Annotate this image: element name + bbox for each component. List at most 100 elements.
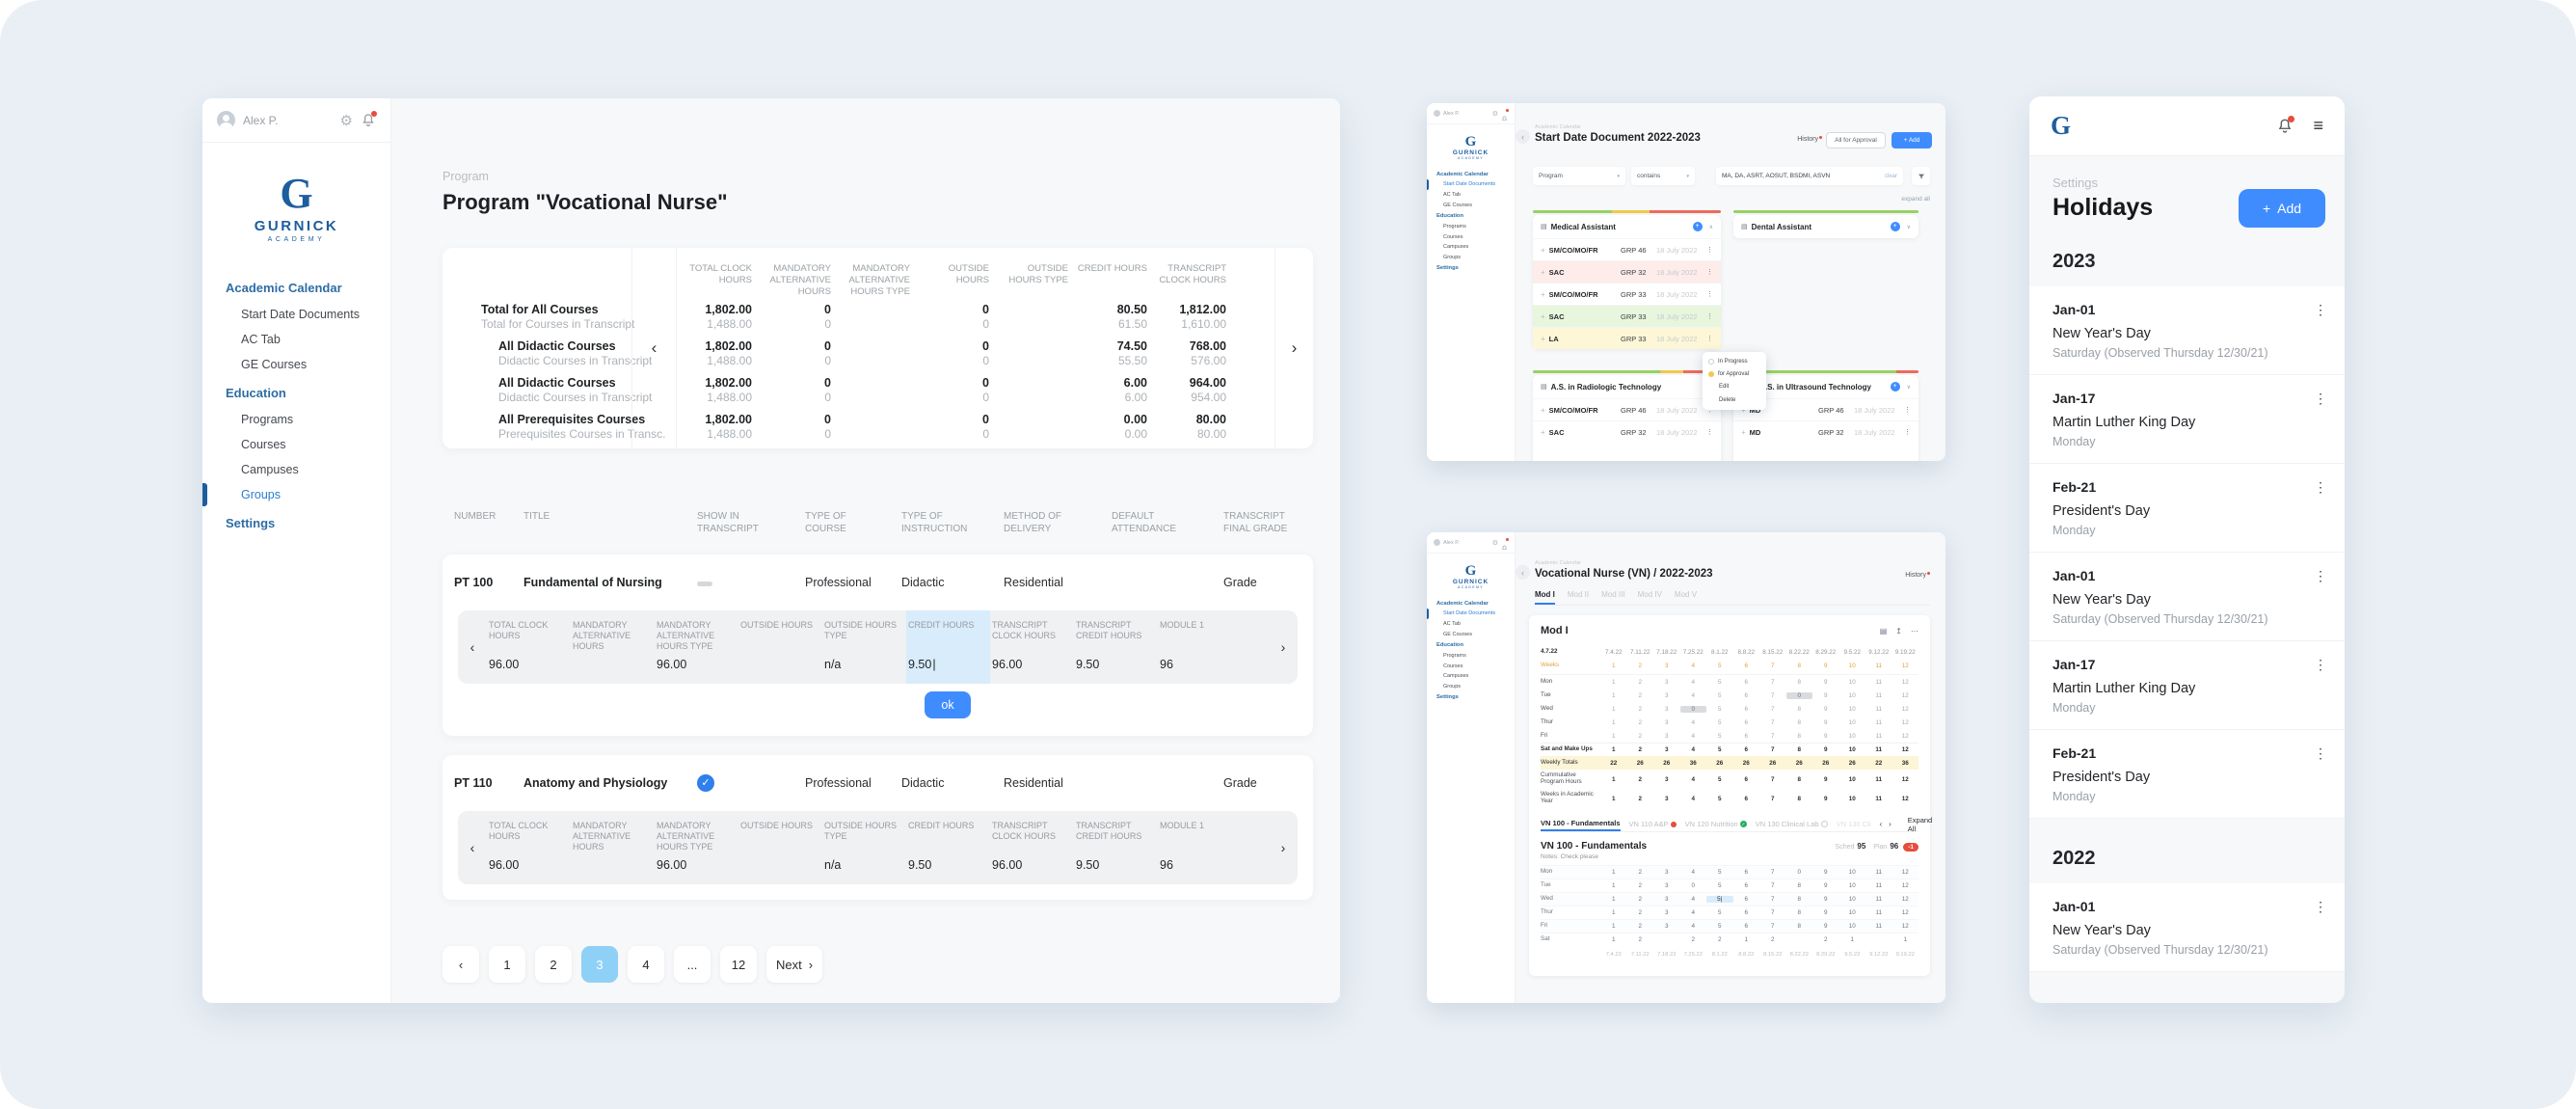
group-row[interactable]: + SAC GRP 32 18 July 2022 ⋮ xyxy=(1533,420,1721,443)
hours-cell[interactable]: 11 xyxy=(1875,678,1883,686)
hours-cell[interactable]: 5 xyxy=(1717,732,1722,740)
hours-cell[interactable]: 1 xyxy=(1611,678,1616,686)
hours-cell[interactable]: 1 xyxy=(1744,936,1748,943)
hours-cell[interactable]: 2 xyxy=(1638,869,1642,876)
hours-cell[interactable]: 12 xyxy=(1901,869,1909,876)
hours-cell[interactable]: 8 xyxy=(1797,718,1801,726)
user-name[interactable]: Alex P. xyxy=(243,113,279,127)
hours-cell[interactable]: 3 xyxy=(1664,705,1669,713)
expand-row-icon[interactable]: + xyxy=(1541,427,1545,437)
avatar[interactable] xyxy=(1434,110,1440,117)
sidebar-item[interactable]: Groups xyxy=(1443,255,1462,261)
hours-cell[interactable]: 2 xyxy=(1638,691,1642,699)
hours-cell[interactable]: 4 xyxy=(1691,869,1695,876)
hours-cell[interactable]: 3 xyxy=(1664,909,1669,916)
add-group-button[interactable]: + xyxy=(1890,222,1900,231)
all-for-approval-button[interactable]: All for Approval xyxy=(1826,132,1886,149)
hours-cell[interactable]: 2 xyxy=(1770,936,1775,943)
bell-icon[interactable] xyxy=(1501,538,1509,550)
expand-row-icon[interactable]: + xyxy=(1541,245,1545,255)
add-holiday-button[interactable]: + Add xyxy=(2239,189,2325,228)
filter-funnel-button[interactable] xyxy=(1912,167,1930,185)
add-group-button[interactable]: + xyxy=(1890,382,1900,392)
program-card-header[interactable]: ▤ Dental Assistant + ∨ xyxy=(1733,215,1919,238)
strip-column-value[interactable]: 96.00 xyxy=(657,858,687,872)
sidebar-item[interactable]: Programs xyxy=(1443,223,1466,230)
context-menu-item[interactable]: In Progress xyxy=(1703,355,1766,367)
hours-cell[interactable]: 7 xyxy=(1770,746,1775,753)
history-link[interactable]: History xyxy=(1905,572,1930,579)
hours-cell[interactable]: 10 xyxy=(1848,869,1856,876)
strip-scroll-right[interactable]: › xyxy=(1280,639,1286,655)
module-tab[interactable]: Mod V xyxy=(1674,590,1698,599)
avatar[interactable] xyxy=(217,111,235,129)
hours-cell[interactable]: 4 xyxy=(1691,746,1695,753)
hours-cell[interactable]: 2 xyxy=(1638,732,1642,740)
summary-scroll-left[interactable]: ‹ xyxy=(631,248,676,448)
strip-column[interactable]: MODULE 1 96 xyxy=(1158,610,1242,684)
pagination-page[interactable]: 12 xyxy=(720,946,757,983)
hours-cell[interactable]: 1 xyxy=(1611,909,1616,916)
hours-cell[interactable]: 6 xyxy=(1744,705,1748,713)
hours-cell[interactable]: 7 xyxy=(1770,732,1775,740)
hours-cell[interactable]: 10 xyxy=(1848,923,1856,930)
sidebar-item[interactable]: Campuses xyxy=(241,463,299,476)
hours-cell[interactable]: 4 xyxy=(1691,909,1695,916)
sidebar-item[interactable]: GE Courses xyxy=(241,358,308,371)
strip-column[interactable]: MANDATORY ALTERNATIVE HOURS TYPE 96.00 xyxy=(655,610,738,684)
hours-cell[interactable]: 11 xyxy=(1875,923,1883,930)
context-menu-item[interactable]: Delete xyxy=(1703,393,1766,407)
group-row[interactable]: + SAC GRP 32 18 July 2022 ⋮ xyxy=(1533,260,1721,283)
expand-row-icon[interactable]: + xyxy=(1541,311,1545,321)
hours-cell[interactable]: 6 xyxy=(1744,896,1748,903)
pagination-page[interactable]: 2 xyxy=(535,946,572,983)
hours-cell[interactable]: 11 xyxy=(1875,909,1883,916)
strip-column-value[interactable]: 96 xyxy=(1160,658,1173,671)
course-tab[interactable]: VN 100 - Fundamentals xyxy=(1541,817,1621,831)
hours-cell[interactable]: 3 xyxy=(1664,718,1669,726)
hours-cell[interactable]: 1 xyxy=(1611,705,1616,713)
program-card-header[interactable]: ▤ Medical Assistant + ∧ xyxy=(1533,215,1721,238)
sidebar-item[interactable]: Start Date Documents xyxy=(1427,179,1515,190)
kebab-icon[interactable]: ⋮ xyxy=(1706,313,1713,320)
hours-cell[interactable]: 12 xyxy=(1901,678,1909,686)
strip-column-value[interactable]: 96.00 xyxy=(489,858,520,872)
pagination-prev[interactable]: ‹ xyxy=(443,946,479,983)
back-button[interactable]: ‹ xyxy=(1516,129,1530,144)
hours-cell[interactable]: 10 xyxy=(1848,896,1856,903)
hours-cell[interactable]: 2 xyxy=(1638,909,1642,916)
nav-section-label[interactable]: Academic Calendar xyxy=(1436,172,1489,177)
hours-cell[interactable]: 12 xyxy=(1901,896,1909,903)
sidebar-item[interactable]: Courses xyxy=(1443,663,1463,669)
hours-cell[interactable]: 1 xyxy=(1611,732,1616,740)
hours-cell[interactable]: 10 xyxy=(1848,691,1856,699)
hours-cell[interactable]: 5 xyxy=(1717,705,1722,713)
hours-cell[interactable]: 3 xyxy=(1664,691,1669,699)
kebab-icon[interactable]: ⋮ xyxy=(1706,429,1713,436)
hours-cell[interactable]: 9 xyxy=(1823,678,1828,686)
kebab-icon[interactable]: ⋮ xyxy=(1706,291,1713,298)
group-row[interactable]: + SAC GRP 33 18 July 2022 ⋮ xyxy=(1533,305,1721,327)
hours-cell[interactable]: 11 xyxy=(1875,869,1883,876)
hours-cell[interactable]: 1 xyxy=(1611,936,1616,943)
more-icon[interactable]: ⋯ xyxy=(1911,626,1919,636)
strip-column[interactable]: TRANSCRIPT CLOCK HOURS 96.00 xyxy=(990,610,1074,684)
export-icon[interactable]: ↥ xyxy=(1895,626,1902,636)
hours-cell[interactable]: 2 xyxy=(1691,936,1695,943)
course-tab[interactable]: VN 130 Clinical Lab xyxy=(1756,817,1828,831)
hours-cell[interactable]: 10 xyxy=(1848,678,1856,686)
add-group-button[interactable]: + xyxy=(1692,222,1703,231)
hours-cell[interactable]: 3 xyxy=(1664,746,1669,753)
pagination-page[interactable]: 1 xyxy=(489,946,525,983)
gear-icon[interactable]: ⚙ xyxy=(1491,539,1498,547)
hours-cell[interactable]: 4 xyxy=(1691,718,1695,726)
hours-cell[interactable]: 8 xyxy=(1797,909,1801,916)
transcript-toggle[interactable] xyxy=(697,582,712,586)
module-tab[interactable]: Mod II xyxy=(1567,590,1590,599)
user-name[interactable]: Alex P. xyxy=(1443,539,1460,546)
hours-cell[interactable]: 1 xyxy=(1611,882,1616,889)
hours-cell[interactable]: 9 xyxy=(1823,882,1828,889)
hours-cell[interactable]: 5 xyxy=(1717,882,1722,889)
filter-value-input[interactable]: MA, DA, ASRT, AOSUT, BSDMI, ASVN clear xyxy=(1716,167,1903,185)
collapse-icon[interactable]: ∧ xyxy=(1708,224,1713,230)
